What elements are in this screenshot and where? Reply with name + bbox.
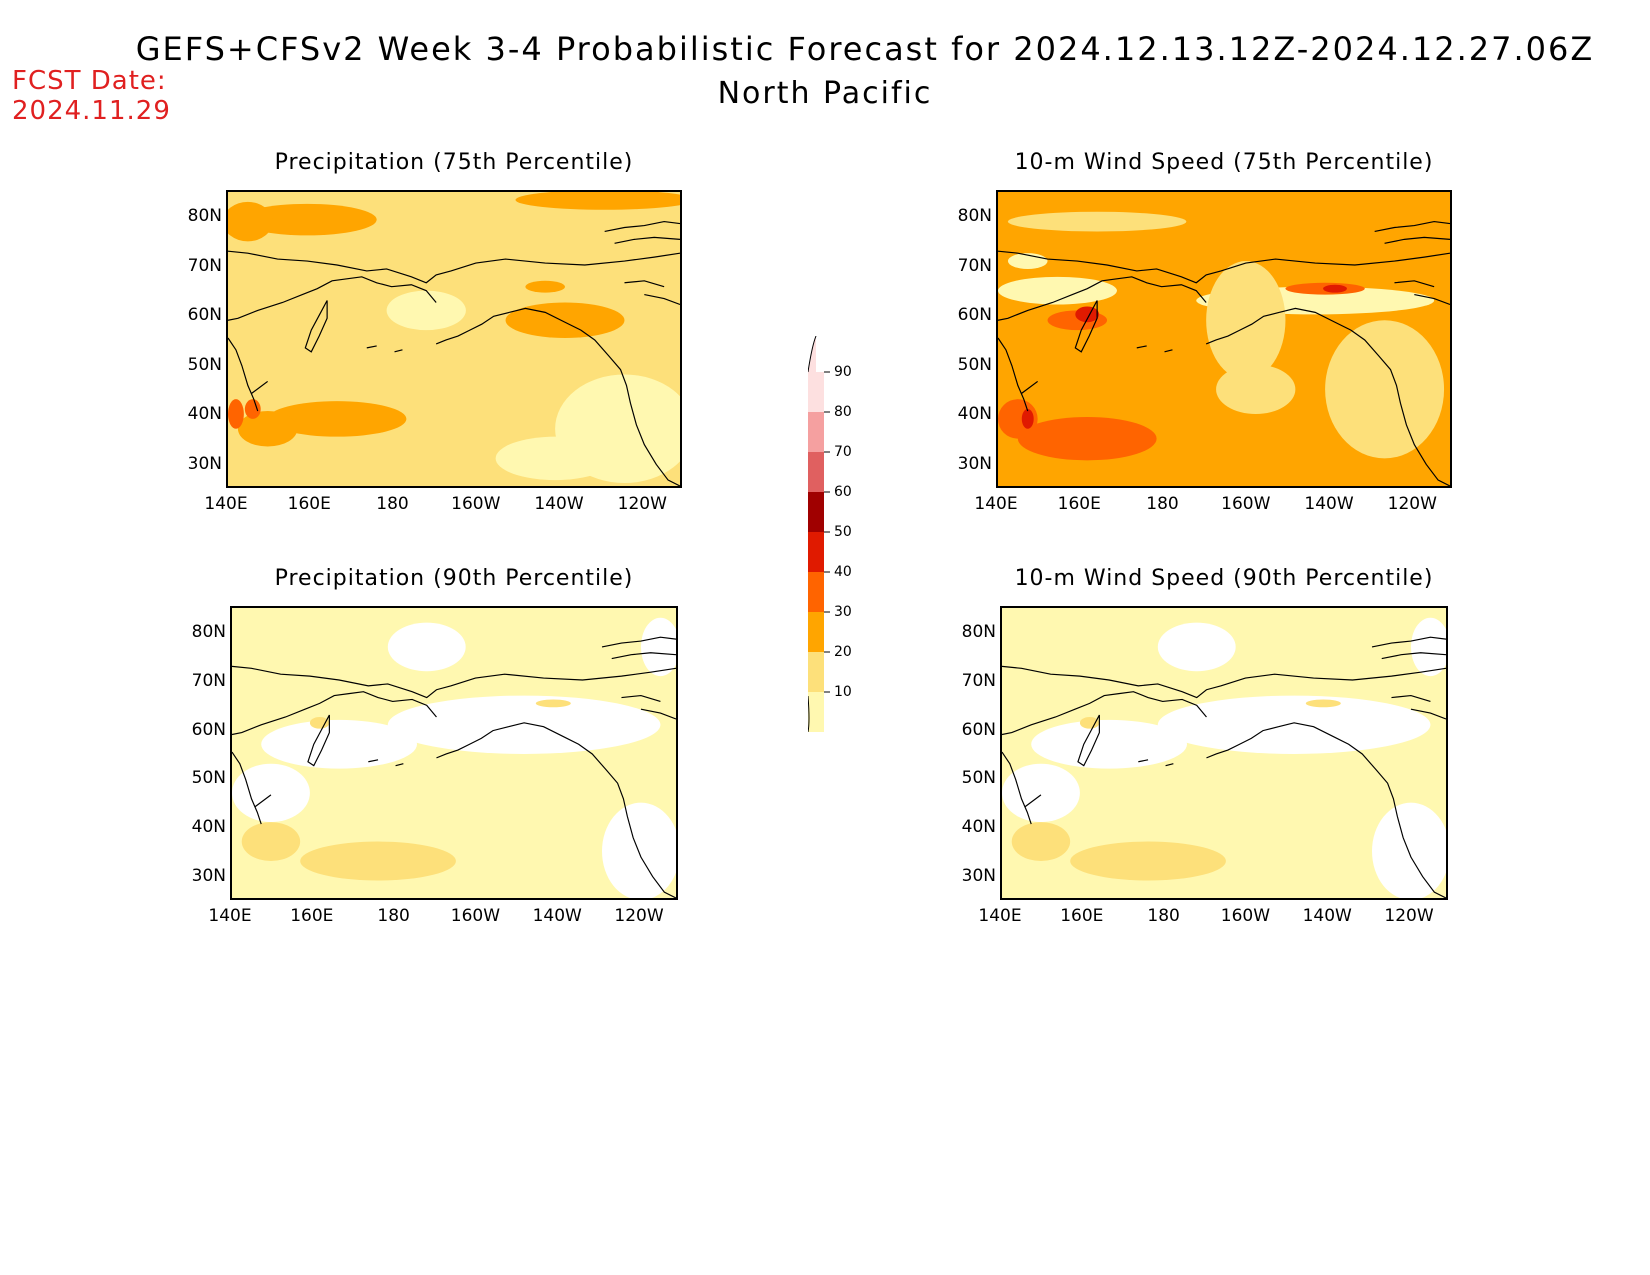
colorbar-tick-label: 40 — [834, 564, 852, 580]
lon-tick-label: 160W — [1220, 906, 1271, 926]
lon-tick-label: 120W — [617, 494, 667, 514]
lon-tick-label: 120W — [614, 906, 664, 926]
colorbar — [807, 335, 838, 733]
lat-tick-label: 50N — [957, 354, 992, 375]
lon-tick-label: 160E — [1057, 494, 1101, 514]
colorbar-segment — [808, 572, 824, 612]
colorbar-tick-label: 60 — [834, 484, 852, 500]
region-subtitle: North Pacific — [717, 76, 933, 111]
lat-tick-label: 70N — [957, 255, 992, 276]
lat-tick-label: 60N — [187, 305, 222, 326]
colorbar-segment — [808, 492, 824, 532]
forecast-date-value: 2024.11.29 — [12, 96, 171, 126]
lat-tick-label: 50N — [187, 354, 222, 375]
lat-tick-label: 80N — [187, 206, 222, 226]
lat-tick-label: 40N — [191, 817, 226, 838]
lat-tick-label: 40N — [957, 404, 992, 425]
colorbar-tick-label: 90 — [834, 364, 852, 380]
lat-tick-label: 40N — [961, 817, 996, 838]
colorbar-segment — [808, 612, 824, 652]
lon-tick-label: 160W — [1221, 494, 1271, 514]
lon-tick-label: 140E — [204, 494, 248, 514]
lon-tick-label: 140W — [532, 906, 582, 926]
contour-map — [1000, 606, 1448, 900]
contour-map — [226, 190, 682, 488]
lon-tick-label: 140E — [974, 494, 1018, 514]
colorbar-segment — [808, 412, 824, 452]
map-panel-precip90: Precipitation (90th Percentile) 80N 70N 60N… — [192, 566, 678, 926]
lon-tick-label: 140E — [978, 906, 1022, 926]
colorbar-tick-label: 20 — [834, 644, 852, 660]
lat-tick-label: 60N — [191, 719, 226, 740]
lat-tick-label: 40N — [187, 404, 222, 425]
colorbar-segment — [808, 652, 824, 692]
colorbar-tick-label: 70 — [834, 444, 852, 460]
colorbar-tick-label: 80 — [834, 404, 852, 420]
lat-tick-label: 60N — [961, 719, 996, 740]
colorbar-segment — [808, 532, 824, 572]
lat-tick-label: 30N — [187, 454, 222, 474]
lon-tick-label: 180 — [377, 906, 410, 926]
map-panel-wind75: 10-m Wind Speed (75th Percentile) 80N 70N 6… — [958, 150, 1452, 514]
lon-tick-label: 160E — [290, 906, 334, 926]
colorbar-segment — [808, 452, 824, 492]
lat-tick-label: 70N — [961, 670, 996, 691]
panel-title: 10-m Wind Speed (75th Percentile) — [1014, 150, 1434, 175]
lat-tick-label: 70N — [191, 670, 226, 691]
main-title: GEFS+CFSv2 Week 3-4 Probabilistic Foreca… — [135, 30, 1595, 68]
lon-tick-label: 180 — [1146, 494, 1179, 514]
contour-map — [996, 190, 1452, 488]
contour-map — [230, 606, 678, 900]
lon-tick-label: 140W — [534, 494, 584, 514]
colorbar-tick-label: 30 — [834, 604, 852, 620]
lon-tick-label: 180 — [376, 494, 409, 514]
lat-tick-label: 80N — [957, 206, 992, 226]
lat-tick-label: 80N — [961, 622, 996, 642]
lon-tick-label: 140W — [1304, 494, 1354, 514]
lat-tick-label: 60N — [957, 305, 992, 326]
lon-tick-label: 120W — [1387, 494, 1437, 514]
lat-tick-label: 30N — [191, 866, 226, 886]
panel-title: 10-m Wind Speed (90th Percentile) — [1014, 566, 1434, 591]
lon-tick-label: 140E — [208, 906, 252, 926]
forecast-date-caption: FCST Date: — [12, 66, 167, 96]
lon-tick-label: 160E — [1060, 906, 1104, 926]
lon-tick-label: 180 — [1147, 906, 1180, 926]
panel-title: Precipitation (90th Percentile) — [274, 566, 634, 591]
lat-tick-label: 80N — [191, 622, 226, 642]
panel-title: Precipitation (75th Percentile) — [274, 150, 634, 175]
colorbar-segment — [808, 692, 824, 732]
colorbar-segment — [808, 372, 824, 412]
lon-tick-label: 120W — [1384, 906, 1434, 926]
lat-tick-label: 30N — [957, 454, 992, 474]
lat-tick-label: 50N — [961, 768, 996, 789]
lat-tick-label: 50N — [191, 768, 226, 789]
lon-tick-label: 160W — [451, 494, 501, 514]
lon-tick-label: 140W — [1302, 906, 1352, 926]
colorbar-tick-label: 10 — [834, 684, 852, 700]
map-panel-precip75: Precipitation (75th Percentile) 80N 70N 60N… — [188, 150, 682, 514]
lat-tick-label: 70N — [187, 255, 222, 276]
lon-tick-label: 160W — [450, 906, 501, 926]
map-panel-wind90: 10-m Wind Speed (90th Percentile) 80N 70N 6… — [962, 566, 1448, 926]
lon-tick-label: 160E — [287, 494, 331, 514]
colorbar-tick-label: 50 — [834, 524, 852, 540]
lat-tick-label: 30N — [961, 866, 996, 886]
forecast-date-label: FCST Date: 2024.11.29 — [12, 66, 171, 126]
